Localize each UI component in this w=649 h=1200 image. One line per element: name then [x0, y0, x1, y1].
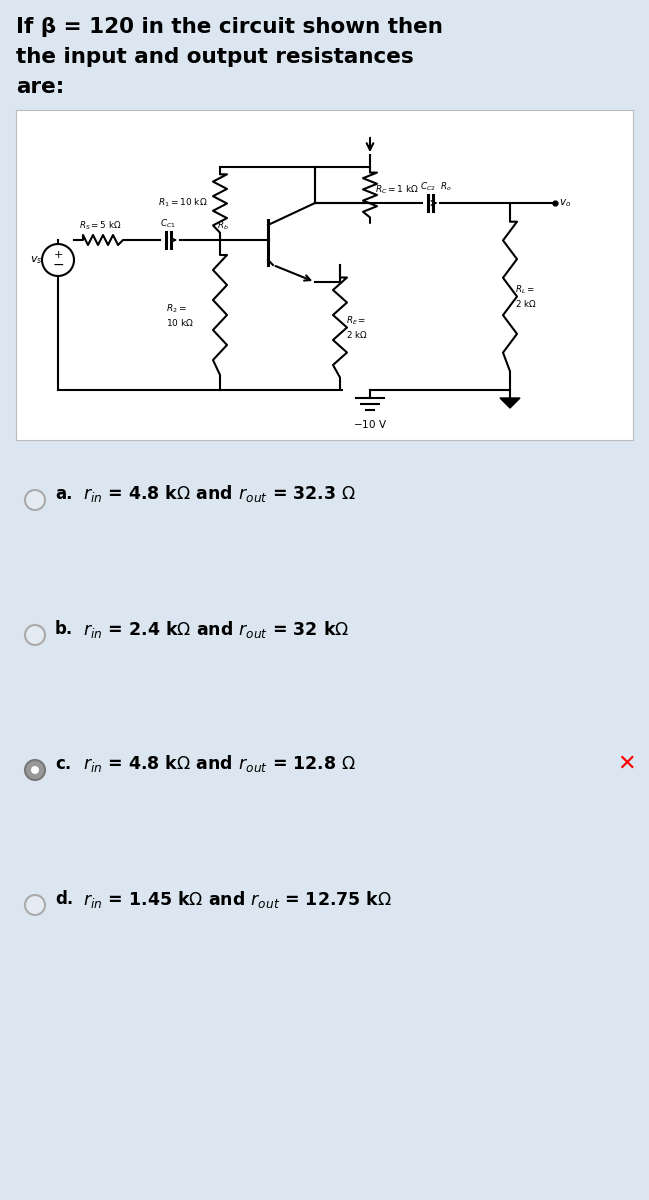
Text: If β = 120 in the circuit shown then: If β = 120 in the circuit shown then [16, 17, 443, 37]
Circle shape [25, 760, 45, 780]
Circle shape [25, 895, 45, 914]
Text: $r_{in}$ = 2.4 k$\Omega$ and $r_{out}$ = 32 k$\Omega$: $r_{in}$ = 2.4 k$\Omega$ and $r_{out}$ =… [83, 618, 349, 640]
Circle shape [25, 625, 45, 646]
Text: a.: a. [55, 485, 73, 503]
Text: $-10$ V: $-10$ V [353, 418, 387, 430]
Text: c.: c. [55, 755, 71, 773]
Text: $r_{in}$ = 4.8 k$\Omega$ and $r_{out}$ = 32.3 $\Omega$: $r_{in}$ = 4.8 k$\Omega$ and $r_{out}$ =… [83, 484, 356, 504]
Text: $R_1=10$ k$\Omega$: $R_1=10$ k$\Omega$ [158, 197, 208, 209]
Text: +: + [53, 250, 63, 260]
Circle shape [31, 766, 39, 774]
Text: $R_2=$
$10$ k$\Omega$: $R_2=$ $10$ k$\Omega$ [166, 302, 194, 328]
FancyBboxPatch shape [16, 110, 633, 440]
Text: $C_{C2}$: $C_{C2}$ [420, 180, 436, 193]
Text: b.: b. [55, 620, 73, 638]
Text: $C_{C1}$: $C_{C1}$ [160, 217, 176, 230]
Text: $R_o$: $R_o$ [440, 180, 452, 193]
Text: −: − [52, 258, 64, 272]
Circle shape [25, 490, 45, 510]
Text: $r_{in}$ = 4.8 k$\Omega$ and $r_{out}$ = 12.8 $\Omega$: $r_{in}$ = 4.8 k$\Omega$ and $r_{out}$ =… [83, 754, 356, 774]
Text: $R_C=1$ k$\Omega$: $R_C=1$ k$\Omega$ [375, 184, 419, 197]
Text: ✕: ✕ [617, 754, 635, 774]
Text: $R_E=$
$2$ k$\Omega$: $R_E=$ $2$ k$\Omega$ [346, 314, 368, 340]
Text: $R_b$: $R_b$ [217, 220, 229, 232]
Text: $v_s$: $v_s$ [30, 254, 42, 266]
Text: $R_S=5$ k$\Omega$: $R_S=5$ k$\Omega$ [79, 220, 121, 232]
Text: the input and output resistances: the input and output resistances [16, 47, 414, 67]
Text: d.: d. [55, 890, 73, 908]
Text: $R_L=$
$2$ k$\Omega$: $R_L=$ $2$ k$\Omega$ [515, 284, 537, 310]
Text: $r_{in}$ = 1.45 k$\Omega$ and $r_{out}$ = 12.75 k$\Omega$: $r_{in}$ = 1.45 k$\Omega$ and $r_{out}$ … [83, 888, 392, 910]
Polygon shape [500, 398, 520, 408]
Text: are:: are: [16, 77, 64, 97]
Text: $v_o$: $v_o$ [559, 197, 571, 209]
